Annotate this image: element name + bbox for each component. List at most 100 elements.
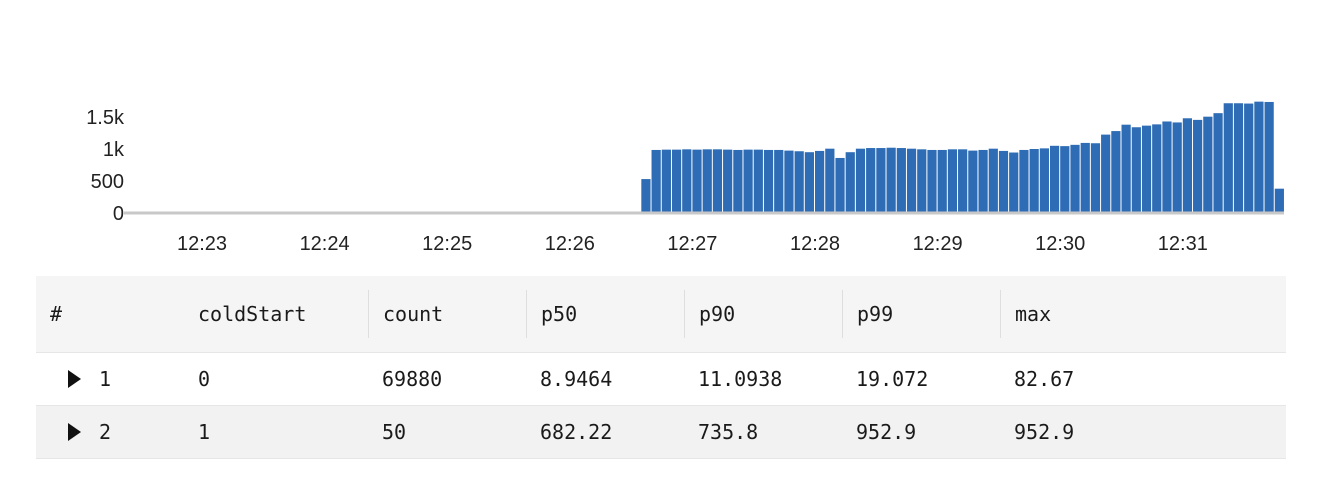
histogram-bar[interactable] (774, 149, 784, 213)
histogram-bar[interactable] (1009, 152, 1019, 213)
histogram-bar[interactable] (712, 149, 723, 213)
histogram-bar[interactable] (937, 149, 947, 213)
histogram-bar[interactable] (794, 151, 804, 213)
histogram-bar[interactable] (876, 148, 886, 213)
histogram-bar[interactable] (1090, 143, 1101, 213)
histogram-bar[interactable] (661, 149, 671, 213)
cell-p90: 735.8 (698, 420, 759, 444)
histogram-bar[interactable] (702, 149, 712, 213)
x-axis-ticks: 12:23 12:24 12:25 12:26 12:27 12:28 12:29 12:30… (177, 233, 1208, 255)
histogram-bar[interactable] (855, 148, 866, 213)
histogram-bar[interactable] (1101, 134, 1111, 213)
y-tick-label: 1k (103, 139, 125, 161)
cell-p90: 11.0938 (698, 367, 783, 391)
histogram-bar[interactable] (917, 149, 927, 213)
histogram-bar[interactable] (651, 149, 661, 213)
histogram-bar[interactable] (733, 149, 743, 213)
column-header-max[interactable]: max (1000, 290, 1286, 338)
histogram-bar[interactable] (692, 149, 702, 213)
cell-max: 82.67 (1014, 367, 1075, 391)
histogram-bar[interactable] (1029, 149, 1039, 213)
histogram-bar[interactable] (1213, 113, 1223, 213)
x-tick-label: 12:26 (545, 233, 595, 255)
histogram-bar[interactable] (1172, 122, 1182, 213)
histogram-bar[interactable] (1121, 124, 1131, 213)
histogram-bar[interactable] (1019, 149, 1029, 213)
histogram-bar[interactable] (743, 149, 753, 213)
histogram-bar[interactable] (1111, 131, 1121, 213)
table-row[interactable]: 1 0 69880 8.9464 11.0938 19.072 82.67 (36, 353, 1286, 406)
histogram-bar[interactable] (1244, 103, 1254, 213)
histogram-bar[interactable] (825, 148, 835, 213)
histogram-bar[interactable] (978, 149, 988, 213)
histogram-bar[interactable] (1080, 142, 1090, 213)
histogram-bar[interactable] (1223, 103, 1233, 213)
y-tick-label: 1.5k (86, 107, 125, 129)
histogram-bar[interactable] (671, 149, 682, 213)
histogram-bar[interactable] (998, 150, 1009, 213)
histogram-bar[interactable] (927, 149, 937, 213)
column-header-p50[interactable]: p50 (526, 290, 684, 338)
table-row[interactable]: 2 1 50 682.22 735.8 952.9 952.9 (36, 406, 1286, 459)
histogram-bar[interactable] (682, 149, 692, 213)
cell-count: 50 (382, 420, 407, 444)
histogram-bar[interactable] (1131, 127, 1141, 213)
histogram-bar[interactable] (1060, 146, 1070, 213)
histogram-bar[interactable] (968, 150, 978, 213)
column-header-coldstart[interactable]: coldStart (198, 302, 307, 326)
histogram-bar[interactable] (1264, 101, 1274, 213)
column-header-p99[interactable]: p99 (842, 290, 1000, 338)
row-index: 2 (99, 420, 112, 444)
histogram-bar[interactable] (763, 149, 774, 213)
cell-max: 952.9 (1014, 420, 1075, 444)
column-header-count[interactable]: count (368, 290, 526, 338)
histogram-bar[interactable] (1070, 144, 1080, 213)
histogram-bar[interactable] (866, 148, 876, 213)
histogram-bar[interactable] (845, 152, 855, 213)
histogram-bar[interactable] (1039, 148, 1049, 213)
histogram-bar[interactable] (1049, 145, 1060, 213)
expand-row-icon[interactable] (68, 423, 81, 441)
histogram-bar[interactable] (1141, 125, 1152, 213)
column-header-index: # (50, 302, 63, 326)
histogram-bar[interactable] (988, 148, 998, 213)
histogram-bar[interactable] (641, 179, 651, 213)
x-tick-label: 12:29 (913, 233, 963, 255)
x-tick-label: 12:23 (177, 233, 227, 255)
y-tick-label: 500 (91, 171, 124, 193)
histogram-bar[interactable] (1274, 188, 1284, 213)
histogram-bar[interactable] (906, 148, 917, 213)
expand-row-icon[interactable] (68, 370, 81, 388)
histogram-bars (641, 101, 1284, 213)
histogram-bar[interactable] (815, 150, 825, 213)
histogram-bar[interactable] (896, 148, 906, 213)
histogram-bar[interactable] (1152, 124, 1162, 213)
histogram-bar[interactable] (784, 150, 794, 213)
x-tick-label: 12:27 (667, 233, 717, 255)
histogram-bar[interactable] (723, 149, 733, 213)
histogram-bar[interactable] (947, 149, 958, 213)
histogram-bar[interactable] (886, 147, 896, 213)
column-header-p90[interactable]: p90 (684, 290, 842, 338)
cell-coldstart: 1 (198, 420, 211, 444)
cell-p50: 682.22 (540, 420, 613, 444)
histogram-bar[interactable] (835, 157, 845, 213)
histogram-bar[interactable] (753, 149, 763, 213)
histogram-bar[interactable] (1162, 121, 1172, 213)
histogram-bar[interactable] (1203, 116, 1213, 213)
histogram-bar[interactable] (804, 152, 814, 213)
cell-p99: 952.9 (856, 420, 917, 444)
histogram-bar[interactable] (1193, 119, 1203, 213)
y-axis-ticks: 0 500 1k 1.5k (86, 107, 125, 225)
row-index: 1 (99, 367, 112, 391)
histogram-bar[interactable] (1233, 103, 1244, 213)
histogram-bar[interactable] (1254, 101, 1264, 213)
x-tick-label: 12:25 (422, 233, 472, 255)
cell-p99: 19.072 (856, 367, 929, 391)
histogram-bar[interactable] (1182, 118, 1193, 213)
x-tick-label: 12:28 (790, 233, 840, 255)
cell-coldstart: 0 (198, 367, 211, 391)
histogram-bar[interactable] (958, 149, 968, 213)
row-index-group: 2 (50, 420, 184, 444)
